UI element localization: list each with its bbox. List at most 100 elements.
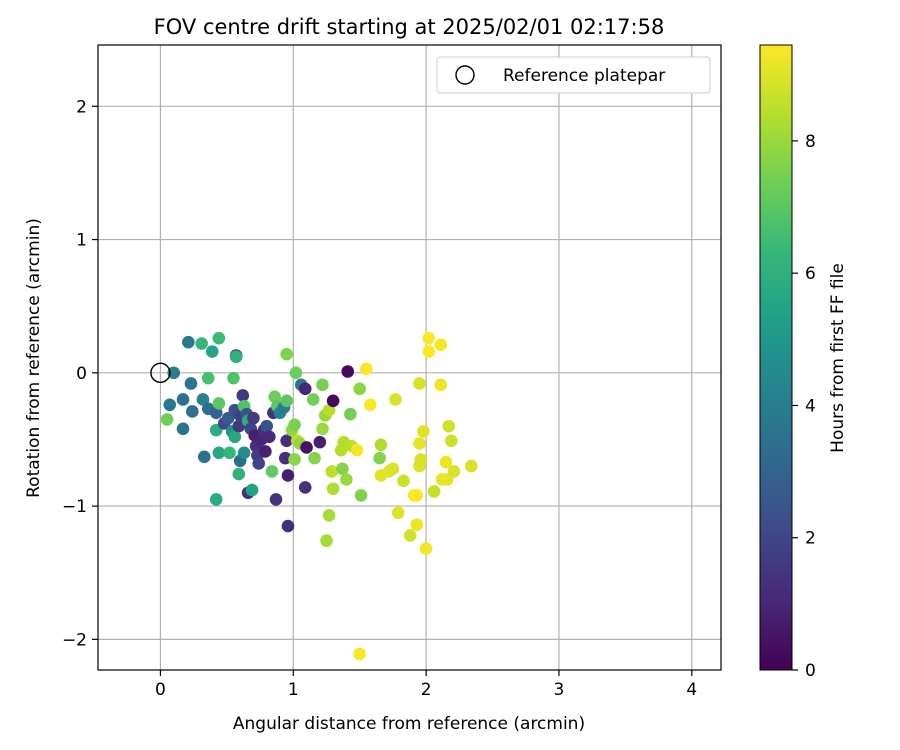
data-point [308,451,321,465]
data-point [184,377,198,390]
data-point [176,422,190,436]
data-point [278,451,292,465]
data-point [313,435,327,449]
grid-lines [98,45,721,670]
data-point [229,350,243,364]
legend: Reference platepar [436,56,711,94]
x-tick-label: 1 [288,680,299,700]
data-point [410,518,424,532]
data-point [464,459,478,473]
chart-title: FOV centre drift starting at 2025/02/01 … [154,15,665,39]
data-point [160,413,174,426]
data-point [163,398,177,412]
data-point [350,443,364,457]
data-point [427,485,441,498]
data-point [306,393,320,406]
data-point [419,542,433,556]
reference-marker-layer [150,362,171,384]
data-point [232,467,246,481]
x-tick-label: 2 [421,680,432,700]
x-axis-title: Angular distance from reference (arcmin) [233,714,585,734]
data-point [354,489,368,502]
data-point [373,451,386,465]
data-point [237,446,251,460]
data-point [265,465,279,478]
data-point [236,389,250,402]
data-point [259,445,272,458]
plot-area-frame [97,44,722,671]
data-point [269,493,283,506]
data-point [360,362,373,376]
data-point [298,481,312,494]
data-point [316,378,329,392]
data-point [197,450,211,464]
legend-box [436,56,711,94]
data-point [414,453,428,466]
data-point [442,419,455,433]
data-point [316,422,329,436]
data-point [447,465,461,478]
data-point [227,371,240,385]
x-tick-label: 0 [155,680,166,700]
data-point [212,397,226,410]
data-point [413,377,426,390]
data-point [344,407,357,421]
x-tick-label: 3 [554,680,565,700]
data-point [196,393,210,406]
data-point [260,419,274,433]
data-point [439,455,453,469]
data-point [320,534,333,548]
data-point [280,434,293,448]
data-point [228,430,242,444]
data-point [209,493,223,506]
data-point [422,345,436,358]
data-point [298,382,312,396]
colorbar-ticks: 0 2 4 6 8 [792,132,816,681]
data-points [160,331,478,661]
data-point [201,371,215,385]
data-point [389,393,402,406]
data-point [288,418,301,432]
legend-label: Reference platepar [503,66,665,86]
data-point [374,438,388,452]
data-point [326,482,340,496]
data-point [223,446,236,460]
data-point [413,437,426,450]
data-point [289,366,303,380]
y-tick-label: −1 [62,497,87,517]
y-tick-label: 0 [76,364,87,384]
reference-platepar-marker [150,362,171,384]
y-axis-title: Rotation from reference (arcmin) [24,218,44,498]
y-tick-label: −2 [62,630,87,650]
colorbar-tick-label: 6 [805,264,816,284]
data-point [195,337,208,350]
data-point [325,465,339,478]
colorbar-tick-label: 2 [805,529,816,549]
data-point [336,462,349,476]
data-point [353,382,366,396]
data-point [403,529,417,542]
data-point [340,473,353,486]
data-point [434,338,448,352]
y-tick-label: 2 [76,97,87,117]
x-tick-label: 4 [686,680,697,700]
data-point [176,393,190,406]
data-point [247,411,260,425]
data-point [281,519,295,533]
data-point [386,462,400,476]
colorbar-tick-label: 0 [805,661,816,681]
data-point [288,453,301,466]
colorbar-label: Hours from first FF file [828,263,848,453]
data-point [186,405,199,418]
data-point [326,394,340,408]
data-point [341,365,355,378]
data-point [410,489,424,502]
data-point [280,394,293,408]
colorbar [759,44,793,671]
data-point [252,457,266,470]
data-point [364,398,377,412]
colorbar-tick-label: 8 [805,132,816,152]
data-point [205,345,219,358]
